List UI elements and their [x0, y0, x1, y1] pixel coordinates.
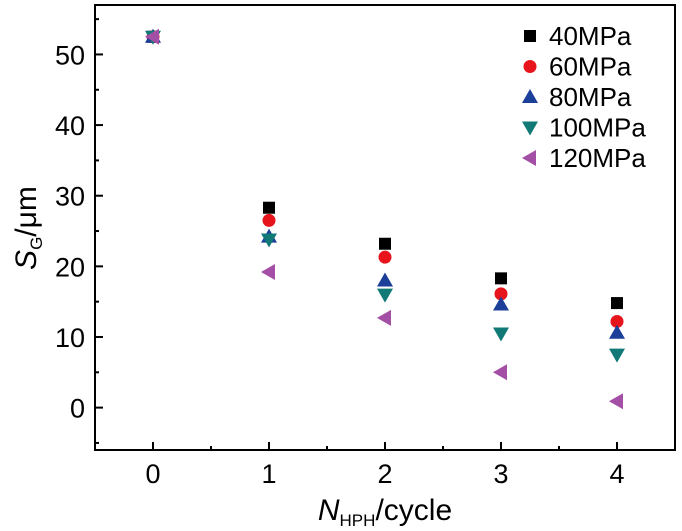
- data-point-100mpa: [261, 233, 277, 248]
- legend-label: 40MPa: [549, 21, 632, 51]
- y-tick-label: 20: [55, 252, 85, 282]
- data-point-60mpa: [262, 213, 276, 227]
- legend-marker-100mpa: [522, 121, 538, 136]
- data-point-120mpa: [493, 364, 507, 381]
- y-axis-title: SG/μm: [10, 186, 46, 270]
- data-point-120mpa: [261, 264, 275, 280]
- legend-marker-40mpa: [524, 30, 536, 42]
- x-tick-label: 4: [609, 459, 624, 489]
- legend-label: 80MPa: [549, 82, 632, 112]
- x-axis-title: NHPH/cycle: [318, 494, 452, 530]
- legend-marker-80mpa: [522, 89, 538, 103]
- y-tick-label: 0: [70, 394, 85, 424]
- legend-marker-120mpa: [522, 150, 536, 166]
- data-point-60mpa: [610, 314, 624, 328]
- data-markers: [145, 28, 625, 410]
- y-tick-label: 10: [55, 323, 85, 353]
- data-point-40mpa: [263, 201, 275, 214]
- data-point-60mpa: [378, 250, 392, 264]
- y-tick-label: 40: [55, 111, 85, 141]
- data-point-80mpa: [609, 324, 625, 339]
- legend-marker-60mpa: [523, 60, 537, 73]
- x-tick-label: 0: [145, 459, 160, 489]
- y-tick-label: 50: [55, 40, 85, 70]
- data-point-120mpa: [145, 28, 159, 45]
- data-point-120mpa: [377, 309, 391, 326]
- x-ticks: 0 1 2 3 4: [145, 442, 625, 489]
- data-point-100mpa: [609, 348, 625, 363]
- data-point-80mpa: [377, 272, 393, 287]
- data-point-40mpa: [379, 237, 391, 250]
- data-point-60mpa: [494, 287, 508, 301]
- x-tick-label: 1: [261, 459, 276, 489]
- y-tick-label: 30: [55, 182, 85, 212]
- data-point-100mpa: [377, 288, 393, 303]
- data-point-40mpa: [611, 297, 623, 310]
- y-ticks: 0 10 20 30 40 50: [55, 18, 103, 444]
- legend-label: 120MPa: [549, 143, 646, 173]
- x-tick-label: 3: [493, 459, 508, 489]
- data-point-100mpa: [493, 327, 509, 342]
- data-point-80mpa: [493, 296, 509, 311]
- legend-label: 100MPa: [549, 113, 646, 143]
- legend-label: 60MPa: [549, 52, 632, 82]
- data-point-120mpa: [609, 393, 623, 410]
- data-point-40mpa: [495, 272, 507, 285]
- x-tick-label: 2: [377, 459, 392, 489]
